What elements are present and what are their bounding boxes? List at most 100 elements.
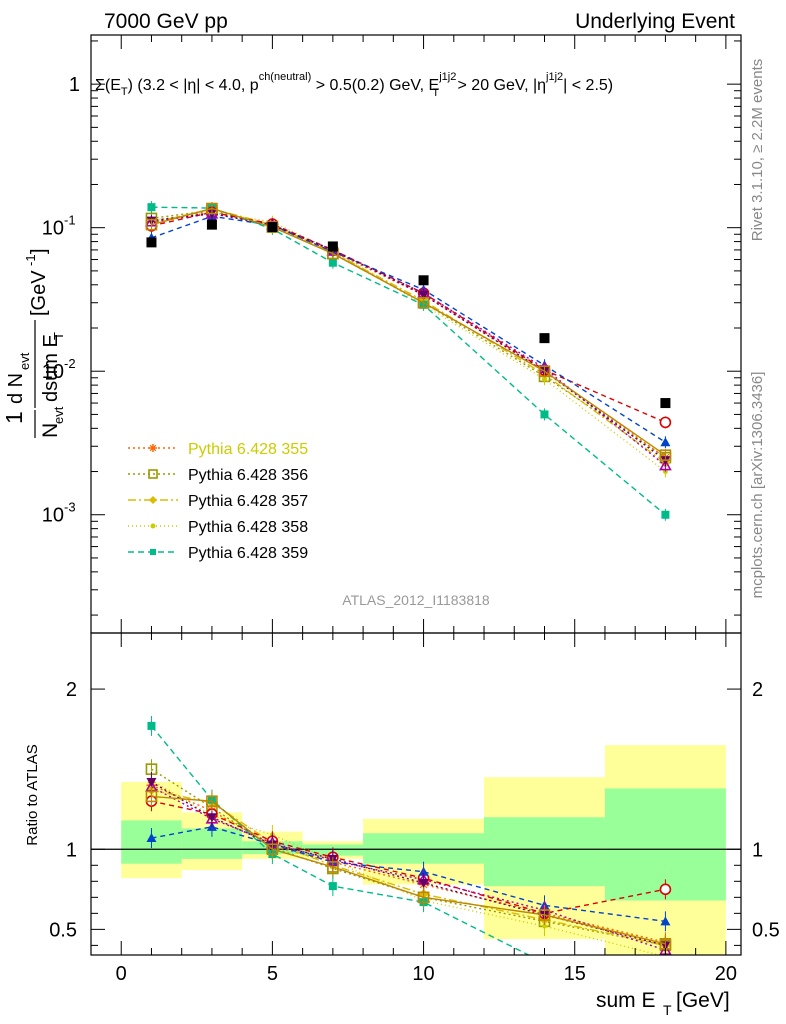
- marker: [660, 437, 671, 447]
- series-polyline: [151, 211, 666, 424]
- data-point: [660, 398, 671, 409]
- marker: [659, 449, 672, 461]
- series-polyline: [151, 210, 666, 459]
- marker: [328, 258, 337, 267]
- series-polyline: [151, 213, 666, 467]
- header-left: 7000 GeV pp: [104, 10, 228, 33]
- header-right: Underlying Event: [575, 10, 735, 33]
- marker: [659, 458, 672, 471]
- x-tick-label: 15: [564, 963, 586, 985]
- marker: [145, 218, 158, 231]
- main-frame: [90, 34, 742, 634]
- marker: [328, 882, 337, 891]
- x-tick-label: 10: [412, 963, 434, 985]
- marker: [418, 290, 429, 300]
- series-line-main: [146, 210, 671, 449]
- analysis-id-label: ATLAS_2012_I1183818: [342, 592, 490, 608]
- y-tick-label-exp: -1: [64, 213, 76, 228]
- marker: [540, 410, 549, 419]
- marker: [541, 376, 547, 382]
- ratio-y-tick-label-right: 1: [752, 839, 763, 861]
- y-tick-label-text: 10: [42, 361, 64, 383]
- series-line-main: [145, 207, 672, 472]
- svg-text:evt: evt: [17, 352, 32, 370]
- series-ratio-clipped: [145, 786, 672, 954]
- svg-text:d N: d N: [5, 373, 27, 404]
- svg-text:sum E: sum E: [596, 989, 656, 1012]
- marker: [150, 549, 156, 555]
- svg-text:N: N: [39, 423, 62, 438]
- series-polyline: [151, 207, 666, 456]
- y-axis-label: 1 N evt d N evt dsum E T [GeV -1 ]: [1, 248, 66, 438]
- mcplots-label: mcplots.cern.ch [arXiv:1306.3436]: [749, 372, 766, 599]
- ratio-frame: [90, 632, 742, 956]
- data-point: [267, 222, 278, 233]
- series-line-ratio: [145, 786, 672, 954]
- series-line-main: [148, 206, 668, 478]
- marker: [661, 510, 670, 519]
- marker: [538, 909, 551, 921]
- legend-label: Pythia 6.428 355: [188, 441, 308, 458]
- x-tick-label: 20: [715, 963, 737, 985]
- marker: [659, 883, 672, 896]
- legend-label: Pythia 6.428 358: [188, 519, 308, 536]
- marker: [148, 469, 158, 479]
- marker: [147, 203, 156, 212]
- svg-text:T: T: [663, 1002, 672, 1018]
- marker: [418, 878, 429, 888]
- marker: [417, 296, 430, 309]
- data-point: [418, 275, 429, 286]
- y-tick-label: 10 -3: [42, 500, 76, 527]
- series-polyline: [151, 212, 666, 473]
- svg-text:[GeV: [GeV: [28, 270, 50, 316]
- marker: [538, 365, 551, 378]
- ratio-y-tick-label: 2: [66, 679, 77, 701]
- marker: [417, 891, 430, 904]
- legend-entry: Pythia 6.428 357: [128, 493, 308, 510]
- series-polyline: [151, 209, 666, 459]
- main-panel: 10 -310 -210 -11 Σ(ET) (3.2 < |η| < 4.0, pc…: [1, 34, 742, 634]
- svg-text:evt: evt: [51, 406, 66, 424]
- legend-label: Pythia 6.428 356: [188, 467, 308, 484]
- svg-text:1: 1: [1, 411, 27, 424]
- plot-title: Σ(ET) (3.2 < |η| < 4.0, pch(neutral) > 0…: [95, 71, 613, 99]
- series-line-main: [146, 202, 671, 469]
- legend-entry: Pythia 6.428 358: [128, 519, 308, 536]
- ratio-panel: 0.5 0.5 1 1 2 2 0 5 10 15 20 Ratio to ATLAS sum E…: [24, 632, 780, 1018]
- ratio-y-tick-label: 1: [66, 839, 77, 861]
- svg-text:]: ]: [28, 248, 50, 254]
- marker: [150, 523, 156, 529]
- data-point: [146, 237, 157, 248]
- uncertainty-band-inner: [484, 817, 605, 887]
- data-point: [206, 219, 217, 230]
- series-line-main: [146, 205, 671, 464]
- series-line-main: [145, 204, 672, 464]
- svg-text:[GeV]: [GeV]: [676, 989, 730, 1012]
- svg-text:-1: -1: [23, 254, 38, 266]
- legend-entry: Pythia 6.428 356: [128, 467, 308, 484]
- marker: [266, 843, 279, 856]
- ratio-y-tick-label-right: 0.5: [752, 919, 780, 941]
- marker: [146, 833, 157, 843]
- header-group: 7000 GeV pp Underlying Event: [104, 10, 735, 33]
- legend-label: Pythia 6.428 359: [188, 545, 308, 562]
- uncertainty-band-inner: [363, 833, 485, 864]
- x-tick-label: 0: [116, 963, 127, 985]
- svg-text:dsum E: dsum E: [40, 334, 62, 402]
- legend-entry: Pythia 6.428 355: [128, 441, 308, 458]
- marker: [327, 861, 339, 873]
- marker: [146, 777, 157, 787]
- legend-label: Pythia 6.428 357: [188, 493, 308, 510]
- ratio-y-label: Ratio to ATLAS: [24, 744, 41, 845]
- y-tick-label: 10 -1: [42, 213, 76, 240]
- marker: [206, 202, 218, 215]
- y-tick-label-exp: -3: [64, 500, 76, 515]
- series-line-main: [145, 202, 672, 462]
- ratio-y-tick-label: 0.5: [49, 919, 77, 941]
- marker: [149, 444, 157, 452]
- y-tick-label: 10 -2: [42, 356, 76, 383]
- data-point: [539, 333, 550, 344]
- marker: [145, 790, 158, 803]
- rivet-label: Rivet 3.1.10, ≥ 2.2M events: [749, 59, 766, 242]
